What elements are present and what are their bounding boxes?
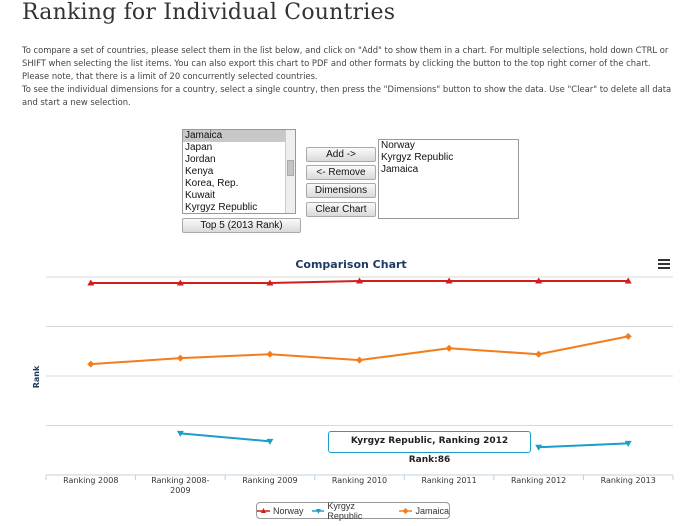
data-point bbox=[624, 332, 632, 340]
legend-label: Jamaica bbox=[415, 505, 449, 516]
data-point bbox=[445, 344, 453, 352]
x-tick-label: Ranking 2011 bbox=[421, 476, 476, 485]
series-line bbox=[538, 442, 629, 449]
country-option[interactable]: Kuwait bbox=[185, 190, 216, 201]
remove-button[interactable]: <- Remove bbox=[306, 165, 376, 180]
series-jamaica bbox=[87, 332, 632, 368]
chart-title: Comparison Chart bbox=[295, 258, 406, 271]
data-point bbox=[176, 430, 184, 437]
series-kyrgyz-republic bbox=[176, 430, 632, 451]
legend-jamaica-swatch bbox=[399, 507, 413, 514]
scrollbar-thumb[interactable] bbox=[287, 160, 294, 176]
legend-item-norway[interactable]: Norway bbox=[257, 506, 304, 516]
legend-item-jamaica[interactable]: Jamaica bbox=[399, 506, 449, 516]
data-point bbox=[266, 350, 274, 358]
x-tick-label: Ranking 2008-2009 bbox=[151, 476, 209, 495]
selected-countries-listbox[interactable]: Norway Kyrgyz Republic Jamaica bbox=[378, 139, 519, 219]
selected-country-option[interactable]: Norway bbox=[381, 140, 415, 151]
x-tick-label: Ranking 2012 bbox=[511, 476, 566, 485]
data-point bbox=[624, 277, 632, 284]
selected-country-option[interactable]: Jamaica bbox=[381, 164, 419, 175]
country-option[interactable]: Jamaica bbox=[183, 130, 295, 142]
legend-norway-swatch bbox=[257, 507, 270, 513]
data-point bbox=[356, 356, 363, 364]
top5-button[interactable]: Top 5 (2013 Rank) bbox=[182, 218, 301, 233]
country-listbox[interactable]: Jamaica Japan Jordan Kenya Korea, Rep. K… bbox=[182, 129, 296, 214]
data-point bbox=[535, 444, 543, 451]
chart-legend: Norway Kyrgyz Republic Jamaica bbox=[256, 500, 450, 521]
data-point bbox=[624, 440, 632, 447]
chart-export-menu-icon[interactable] bbox=[658, 259, 670, 270]
data-point bbox=[87, 279, 95, 286]
dimensions-button[interactable]: Dimensions bbox=[306, 183, 376, 198]
intro-paragraph-1: To compare a set of countries, please se… bbox=[22, 45, 669, 81]
country-option[interactable]: Kyrgyz Republic bbox=[185, 202, 258, 213]
x-tick-label: Ranking 2010 bbox=[332, 476, 387, 485]
y-axis-label: Rank bbox=[32, 365, 41, 388]
clear-chart-button[interactable]: Clear Chart bbox=[306, 202, 376, 217]
chart-tooltip: Kyrgyz Republic, Ranking 2012 Rank:86 bbox=[328, 431, 531, 465]
country-option[interactable]: Korea, Rep. bbox=[185, 178, 239, 189]
data-point bbox=[176, 279, 184, 286]
country-option[interactable]: Kenya bbox=[185, 166, 214, 177]
data-point bbox=[176, 354, 184, 362]
data-point bbox=[445, 277, 453, 284]
legend-item-kyrgyz[interactable]: Kyrgyz Republic bbox=[311, 500, 392, 521]
legend-label: Norway bbox=[273, 505, 304, 516]
x-tick-label: Ranking 2013 bbox=[601, 476, 656, 485]
country-list-scrollbar[interactable] bbox=[285, 130, 295, 213]
add-button[interactable]: Add -> bbox=[306, 147, 376, 162]
legend-kyrgyz-swatch bbox=[311, 508, 325, 514]
data-point bbox=[535, 350, 543, 358]
data-point bbox=[266, 438, 274, 445]
data-point bbox=[266, 279, 274, 286]
country-option[interactable]: Jordan bbox=[185, 154, 216, 165]
intro-paragraph-2: To see the individual dimensions for a c… bbox=[22, 84, 672, 107]
selected-country-option[interactable]: Kyrgyz Republic bbox=[381, 152, 454, 163]
country-option[interactable]: Japan bbox=[185, 142, 213, 153]
page-title: Ranking for Individual Countries bbox=[22, 0, 396, 25]
intro-text: To compare a set of countries, please se… bbox=[22, 44, 672, 109]
x-tick-label: Ranking 2008 bbox=[63, 476, 118, 485]
x-tick-label: Ranking 2009 bbox=[242, 476, 297, 485]
legend-label: Kyrgyz Republic bbox=[327, 500, 363, 521]
data-point bbox=[87, 360, 95, 368]
data-point bbox=[356, 277, 363, 284]
data-point bbox=[535, 277, 543, 284]
series-line bbox=[180, 432, 271, 443]
series-norway bbox=[87, 277, 632, 286]
